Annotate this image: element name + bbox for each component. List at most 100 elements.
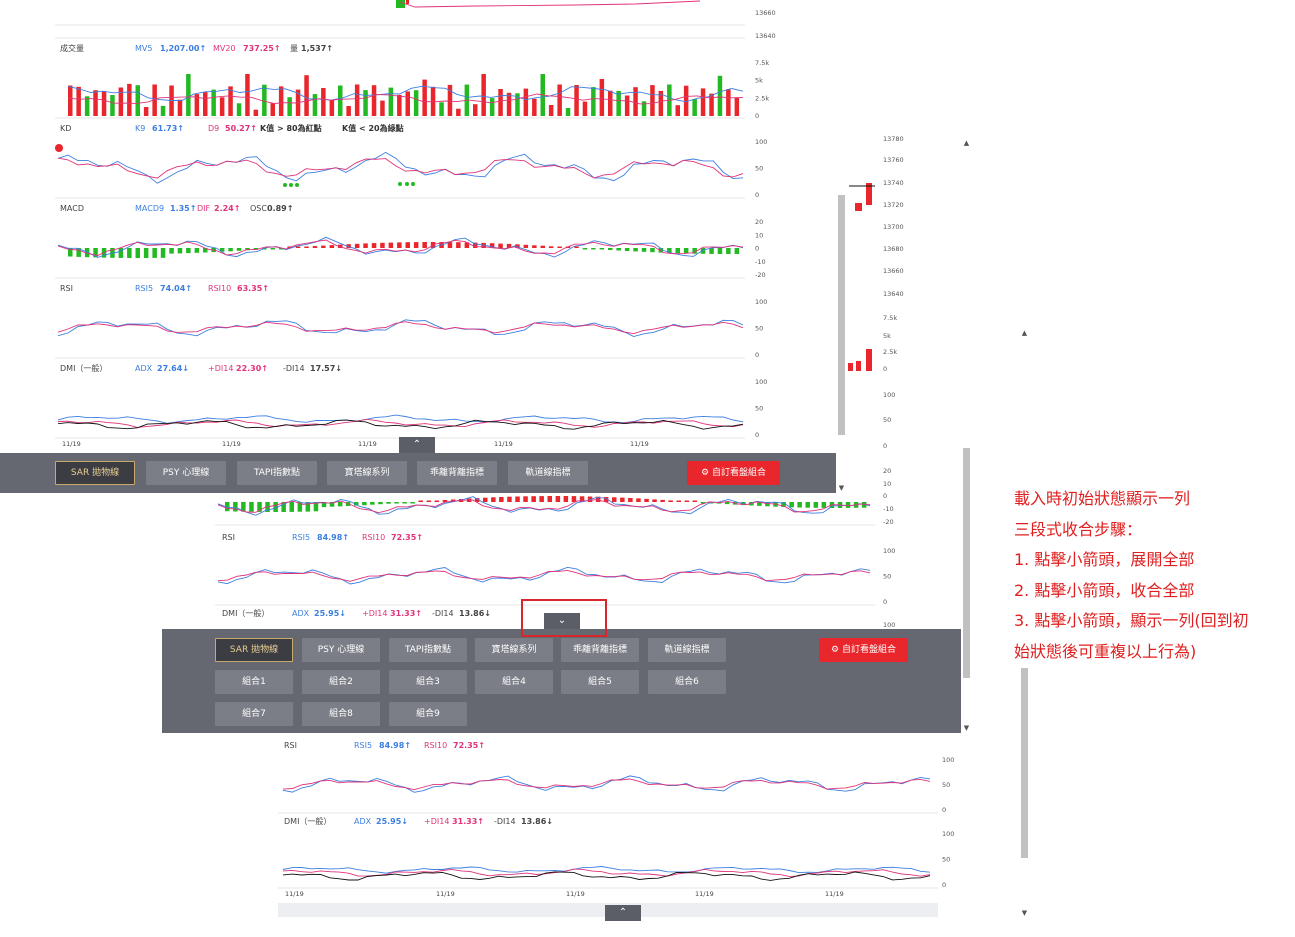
toggle-arrow-expanded[interactable]: ⌃ bbox=[399, 437, 435, 453]
volume-bar bbox=[354, 84, 360, 116]
volume-bar bbox=[329, 99, 335, 116]
volume-bar bbox=[734, 97, 740, 116]
volume-bar bbox=[177, 99, 183, 116]
macd-bar bbox=[506, 243, 512, 248]
macd-bar bbox=[305, 502, 311, 512]
indicator-label: 27.64↓ bbox=[157, 364, 189, 373]
indicator-label: ADX bbox=[135, 364, 153, 373]
toggle-arrow-single[interactable]: ⌃ bbox=[605, 905, 641, 921]
combo-button[interactable]: 組合3 bbox=[389, 670, 467, 694]
macd-bar bbox=[402, 502, 407, 504]
indicator-label: 2.24↑ bbox=[214, 204, 240, 213]
indicator-label: RSI10 bbox=[362, 533, 385, 542]
indicator-tab-button[interactable]: PSY 心理線 bbox=[302, 638, 380, 662]
macd-bar bbox=[304, 246, 309, 248]
annotation-line: 2. 點擊小箭頭，收合全部 bbox=[1014, 580, 1195, 600]
macd-bar bbox=[805, 502, 810, 508]
indicator-tab-button[interactable]: SAR 拋物線 bbox=[55, 461, 135, 485]
scroll-down-arrow[interactable]: ▼ bbox=[838, 484, 845, 492]
macd-bar bbox=[797, 502, 802, 508]
indicator-label: DMI（一般） bbox=[222, 608, 269, 618]
indicator-tab-button[interactable]: TAPI指數點 bbox=[389, 638, 467, 662]
axis-tick-label: -10 bbox=[755, 258, 766, 266]
volume-bar bbox=[866, 349, 872, 371]
volume-bar bbox=[726, 89, 731, 116]
macd-bar bbox=[603, 497, 609, 502]
indicator-label: +DI14 bbox=[362, 609, 387, 618]
macd-bar bbox=[789, 502, 794, 508]
macd-bar bbox=[717, 248, 723, 254]
scroll-thumb[interactable] bbox=[963, 448, 970, 678]
indicator-label: RSI bbox=[222, 533, 235, 542]
indicator-tab-button[interactable]: SAR 拋物線 bbox=[215, 638, 293, 662]
macd-bar bbox=[608, 248, 613, 250]
volume-bar bbox=[658, 90, 664, 116]
indicator-tab-button[interactable]: 軌道線指標 bbox=[508, 461, 588, 485]
combo-button[interactable]: 組合8 bbox=[302, 702, 380, 726]
indicator-tab-button[interactable]: 軌道線指標 bbox=[648, 638, 726, 662]
combo-button[interactable]: 組合5 bbox=[561, 670, 639, 694]
indicator-tab-button[interactable]: TAPI指數點 bbox=[237, 461, 317, 485]
macd-bar bbox=[257, 502, 262, 512]
scroll-up-arrow[interactable]: ▲ bbox=[963, 139, 970, 147]
indicator-label: MACD9 bbox=[135, 204, 164, 213]
macd-bar bbox=[363, 243, 368, 248]
macd-bar bbox=[547, 496, 552, 502]
volume-bar bbox=[245, 74, 250, 116]
custom-combo-button[interactable]: ⚙ 自訂看盤組合 bbox=[819, 638, 908, 662]
scroll-thumb[interactable] bbox=[838, 195, 845, 435]
combo-button[interactable]: 組合7 bbox=[215, 702, 293, 726]
volume-bar bbox=[262, 84, 267, 116]
indicator-tab-button[interactable]: PSY 心理線 bbox=[146, 461, 226, 485]
macd-bar bbox=[650, 248, 655, 253]
indicator-tab-button[interactable]: 寶塔線系列 bbox=[475, 638, 553, 662]
macd-bar bbox=[612, 497, 617, 502]
macd-bar bbox=[599, 248, 605, 250]
price-tick-label: 13640 bbox=[755, 32, 776, 40]
combo-button[interactable]: 組合2 bbox=[302, 670, 380, 694]
scrollbar-single[interactable]: ▲ ▼ bbox=[1019, 328, 1030, 918]
macd-bar bbox=[515, 496, 520, 502]
rsi10-line bbox=[282, 778, 931, 791]
macd-bar bbox=[295, 246, 301, 248]
combo-button[interactable]: 組合6 bbox=[648, 670, 726, 694]
combo-button[interactable]: 組合4 bbox=[475, 670, 553, 694]
scroll-down-arrow[interactable]: ▼ bbox=[963, 724, 970, 732]
indicator-label: 13.86↓ bbox=[521, 817, 553, 826]
macd-bar bbox=[557, 246, 562, 248]
macd-bar bbox=[422, 242, 427, 248]
volume-bar bbox=[641, 101, 647, 116]
volume-bar bbox=[93, 90, 98, 116]
indicator-label: K值 < 20為綠點 bbox=[342, 123, 404, 133]
axis-tick-label: 5k bbox=[755, 77, 763, 85]
macd-bar bbox=[644, 498, 649, 502]
scroll-down-arrow[interactable]: ▼ bbox=[1021, 909, 1028, 917]
custom-combo-button[interactable]: ⚙ 自訂看盤組合 bbox=[687, 461, 780, 485]
combo-button[interactable]: 組合9 bbox=[389, 702, 467, 726]
combo-button[interactable]: 組合1 bbox=[215, 670, 293, 694]
indicator-label: -DI14 bbox=[283, 364, 305, 373]
volume-bar bbox=[506, 92, 512, 116]
indicator-label: 成交量 bbox=[60, 43, 84, 53]
axis-tick-label: 50 bbox=[942, 781, 950, 789]
indicator-tab-button[interactable]: 寶塔線系列 bbox=[327, 461, 407, 485]
indicator-tab-button[interactable]: 乖離背離指標 bbox=[417, 461, 497, 485]
axis-tick-label: 10 bbox=[883, 480, 891, 488]
scrollbar-expanded[interactable]: ▼ bbox=[836, 0, 847, 493]
toolbar-expanded: SAR 拋物線 PSY 心理線 TAPI指數點 寶塔線系列 乖離背離指標 軌道線指標 ⚙ 自… bbox=[0, 453, 836, 493]
volume-bar bbox=[413, 90, 419, 116]
volume-bar bbox=[481, 74, 486, 116]
scroll-up-arrow[interactable]: ▲ bbox=[1021, 329, 1028, 337]
annotation-line: 3. 點擊小箭頭，顯示一列(回到初 bbox=[1014, 611, 1249, 630]
volume-bar bbox=[582, 101, 588, 116]
indicator-tab-button[interactable]: 乖離背離指標 bbox=[561, 638, 639, 662]
scrollbar-collapsed[interactable]: ▲ ▼ bbox=[961, 138, 972, 733]
indicator-label: -DI14 bbox=[432, 609, 454, 618]
indicator-label: MV5 bbox=[135, 44, 152, 53]
scroll-thumb[interactable] bbox=[1021, 668, 1028, 858]
macd-bar bbox=[489, 243, 495, 248]
toggle-arrow-collapsed[interactable]: ⌄ bbox=[544, 613, 580, 629]
rsi10-line bbox=[57, 321, 744, 335]
volume-bar bbox=[548, 105, 554, 116]
indicator-label: RSI5 bbox=[354, 741, 372, 750]
